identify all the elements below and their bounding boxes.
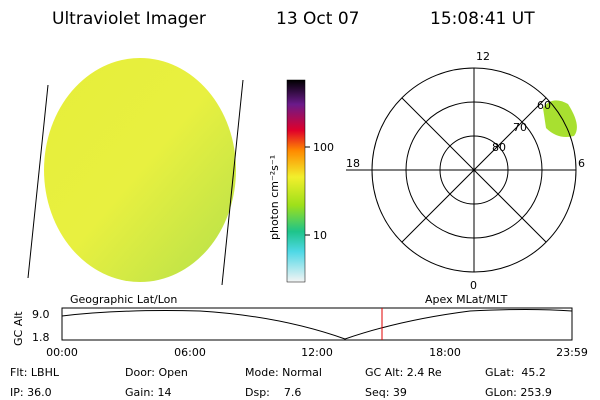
- header: Ultraviolet Imager 13 Oct 07 15:08:41 UT: [52, 9, 535, 29]
- colorbar-label: photon cm⁻²s⁻¹: [268, 155, 281, 240]
- colorbar: photon cm⁻²s⁻¹ 100 10: [268, 79, 334, 283]
- polar-labels: 12 18 6 0 60 70 80: [346, 50, 585, 292]
- y-tick: 9.0: [32, 308, 50, 321]
- info-field: GLon: 253.9: [485, 386, 552, 399]
- colorbar-scale: [286, 79, 306, 283]
- altitude-curve: [61, 309, 573, 340]
- x-tick: 23:59: [556, 346, 588, 359]
- x-tick: 06:00: [174, 346, 206, 359]
- date: 13 Oct 07: [276, 9, 359, 29]
- info-field: GLat: 45.2: [485, 366, 546, 379]
- x-tick: 12:00: [301, 346, 333, 359]
- plot-frame: [61, 307, 573, 341]
- earth-disk: [44, 58, 236, 282]
- info-field: Mode: Normal: [245, 366, 322, 379]
- image-panel: [27, 58, 244, 286]
- info-field: Flt: LBHL: [10, 366, 60, 379]
- clock-label: 12: [476, 50, 490, 63]
- ring-label: 70: [513, 121, 527, 134]
- limb-line: [27, 84, 49, 279]
- y-tick: 1.8: [32, 331, 50, 344]
- clock-label: 6: [578, 157, 585, 170]
- time: 15:08:41 UT: [430, 9, 535, 29]
- x-tick: 18:00: [429, 346, 461, 359]
- y-label: GC Alt: [12, 311, 25, 346]
- axis: [401, 97, 547, 243]
- clock-label: 18: [346, 157, 360, 170]
- title: Ultraviolet Imager: [52, 9, 206, 29]
- limb-line: [221, 79, 244, 286]
- timeline-title: Apex MLat/MLT: [425, 293, 508, 306]
- timeline-title: Geographic Lat/Lon: [70, 293, 177, 306]
- colorbar-tick: 10: [313, 229, 327, 242]
- ring-label: 60: [537, 99, 551, 112]
- info-field: Door: Open: [125, 366, 188, 379]
- info-field: IP: 36.0: [10, 386, 52, 399]
- ring-label: 80: [492, 141, 506, 154]
- info-field: Gain: 14: [125, 386, 172, 399]
- x-tick: 00:00: [46, 346, 78, 359]
- colorbar-tick: 100: [313, 141, 334, 154]
- timeline: Geographic Lat/Lon Apex MLat/MLT GC Alt …: [12, 293, 588, 359]
- polar-plot: [346, 67, 577, 273]
- info-panel: Flt: LBHL Door: Open Mode: Normal GC Alt: 2…: [10, 366, 552, 399]
- clock-label: 0: [470, 279, 477, 292]
- aurora-patch: [543, 100, 577, 137]
- info-field: Dsp: 7.6: [245, 386, 301, 399]
- info-field: Seq: 39: [365, 386, 407, 399]
- info-field: GC Alt: 2.4 Re: [365, 366, 442, 379]
